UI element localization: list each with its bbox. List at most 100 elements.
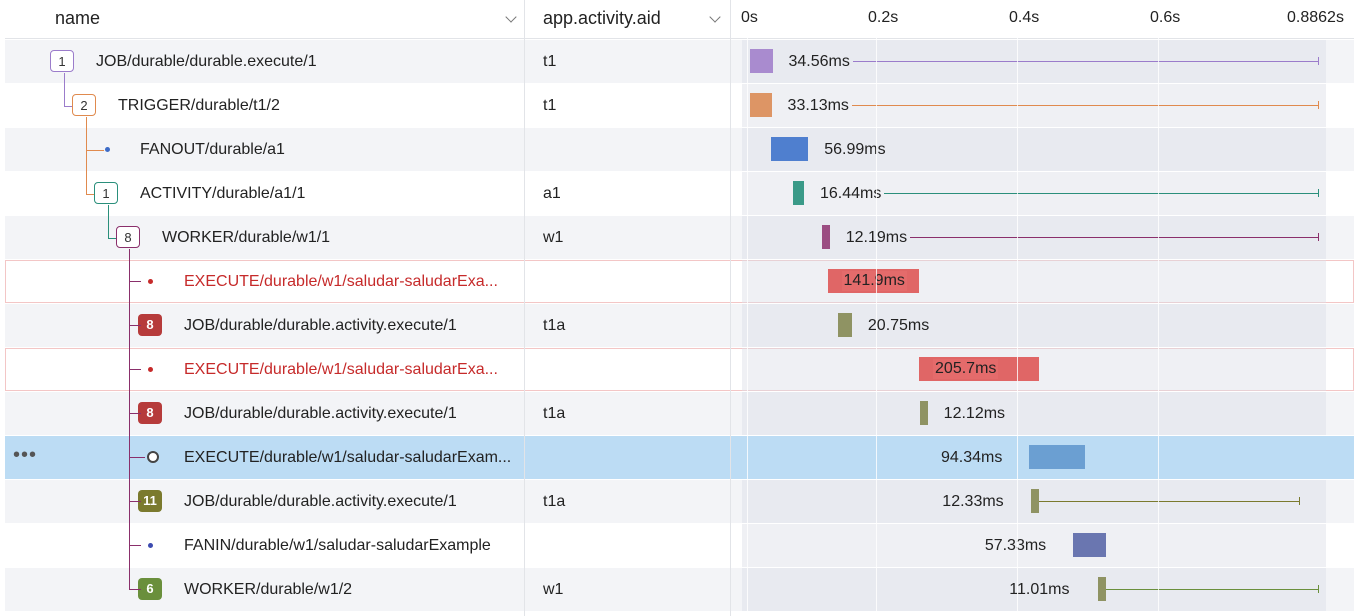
table-row[interactable]: FANOUT/durable/a1 56.99ms — [5, 128, 1354, 171]
timeline-band — [742, 524, 1326, 567]
table-row[interactable]: EXECUTE/durable/w1/saludar-saludarExam..… — [5, 436, 1354, 479]
span-name[interactable]: JOB/durable/durable.activity.execute/1 — [184, 405, 457, 422]
tree-connector-line — [129, 249, 130, 589]
table-row[interactable]: 6 WORKER/durable/w1/2 w1 11.01ms — [5, 568, 1354, 611]
span-dot-icon — [148, 367, 153, 372]
chevron-down-icon[interactable] — [505, 11, 517, 23]
span-extent-line — [884, 193, 1318, 194]
span-duration-bar[interactable] — [838, 313, 852, 337]
span-count-badge[interactable]: 1 — [94, 182, 118, 204]
table-row[interactable]: 1 JOB/durable/durable.execute/1 t1 34.56ms — [5, 40, 1354, 83]
table-row[interactable]: 8 JOB/durable/durable.activity.execute/1 t… — [5, 304, 1354, 347]
span-duration-label: 205.7ms — [933, 359, 999, 379]
span-extent-line — [852, 61, 1318, 62]
table-row[interactable]: 11 JOB/durable/durable.activity.execute/1… — [5, 480, 1354, 523]
activity-aid-cell: w1 — [543, 229, 564, 246]
span-name[interactable]: EXECUTE/durable/w1/saludar-saludarExa... — [184, 273, 498, 290]
table-row[interactable]: 8 JOB/durable/durable.activity.execute/1 t… — [5, 392, 1354, 435]
table-row[interactable]: 1 ACTIVITY/durable/a1/1 a1 16.44ms — [5, 172, 1354, 215]
span-duration-bar[interactable] — [821, 225, 830, 249]
span-count-badge[interactable]: 6 — [138, 578, 162, 600]
timeline-band — [742, 392, 1326, 435]
span-count-badge[interactable]: 8 — [138, 314, 162, 336]
span-name[interactable]: FANIN/durable/w1/saludar-saludarExample — [184, 537, 491, 554]
table-row[interactable]: FANIN/durable/w1/saludar-saludarExample 5… — [5, 524, 1354, 567]
column-divider[interactable] — [524, 0, 525, 616]
span-name[interactable]: JOB/durable/durable.execute/1 — [96, 53, 317, 70]
span-duration-bar[interactable] — [750, 49, 773, 73]
span-duration-label: 56.99ms — [824, 141, 886, 158]
table-row[interactable]: EXECUTE/durable/w1/saludar-saludarExa...… — [5, 348, 1354, 391]
span-count-badge[interactable]: 2 — [72, 94, 96, 116]
span-name[interactable]: JOB/durable/durable.activity.execute/1 — [184, 317, 457, 334]
span-extent-line — [909, 237, 1318, 238]
span-count-badge[interactable]: 8 — [116, 226, 140, 248]
span-ring-icon — [147, 451, 159, 463]
timeline-band — [742, 128, 1326, 171]
span-duration-bar[interactable] — [919, 401, 928, 425]
span-extent-line — [1038, 501, 1299, 502]
span-count-badge[interactable]: 1 — [50, 50, 74, 72]
table-row[interactable]: 2 TRIGGER/durable/t1/2 t1 33.13ms — [5, 84, 1354, 127]
span-duration-bar[interactable] — [1097, 577, 1106, 601]
span-name[interactable]: WORKER/durable/w1/2 — [184, 581, 353, 598]
tree-connector-line — [86, 117, 87, 194]
tick-label: 0.8862s — [1287, 9, 1344, 26]
aid-column-header[interactable]: app.activity.aid — [525, 0, 730, 39]
tree-connector-line — [129, 325, 141, 326]
tree-connector-line — [108, 238, 116, 239]
activity-aid-cell: a1 — [543, 185, 561, 202]
table-row[interactable]: EXECUTE/durable/w1/saludar-saludarExa...… — [5, 260, 1354, 303]
span-duration-bar[interactable] — [1073, 533, 1107, 557]
span-dot-icon — [148, 279, 153, 284]
timeline-gridline — [747, 38, 748, 616]
tree-connector-line — [64, 106, 72, 107]
span-duration-label: 57.33ms — [984, 537, 1047, 554]
column-divider[interactable] — [730, 0, 731, 616]
span-duration-bar[interactable] — [771, 137, 809, 161]
span-duration-label: 94.34ms — [941, 449, 1003, 466]
tick-label: 0s — [741, 9, 758, 26]
tick-label: 0.4s — [1009, 9, 1040, 26]
span-duration-label: 34.56ms — [788, 53, 850, 70]
name-column-header[interactable]: name — [5, 0, 524, 39]
span-duration-bar[interactable] — [793, 181, 804, 205]
span-extent-cap — [1318, 233, 1319, 241]
timeline-band — [742, 304, 1326, 347]
activity-aid-cell: t1 — [543, 97, 557, 114]
span-name[interactable]: EXECUTE/durable/w1/saludar-saludarExa... — [184, 361, 498, 378]
span-name[interactable]: ACTIVITY/durable/a1/1 — [140, 185, 306, 202]
activity-aid-cell: t1a — [543, 493, 566, 510]
more-options-icon[interactable]: ••• — [13, 444, 38, 466]
span-duration-label: 12.33ms — [942, 493, 1004, 510]
activity-aid-cell: t1a — [543, 405, 566, 422]
tree-connector-line — [86, 194, 94, 195]
span-name[interactable]: FANOUT/durable/a1 — [140, 141, 285, 158]
span-extent-cap — [1318, 57, 1319, 65]
span-dot-icon — [148, 543, 153, 548]
span-duration-bar[interactable] — [1030, 489, 1039, 513]
tick-label: 0.2s — [868, 9, 899, 26]
timeline-gridline — [1158, 38, 1159, 616]
tree-connector-line — [129, 545, 141, 546]
aid-header-label: app.activity.aid — [543, 8, 661, 28]
span-duration-label: 33.13ms — [787, 97, 849, 114]
span-name[interactable]: EXECUTE/durable/w1/saludar-saludarExam..… — [184, 449, 512, 466]
span-name[interactable]: JOB/durable/durable.activity.execute/1 — [184, 493, 457, 510]
span-count-badge[interactable]: 8 — [138, 402, 162, 424]
chevron-down-icon[interactable] — [709, 11, 721, 23]
span-name[interactable]: TRIGGER/durable/t1/2 — [118, 97, 280, 114]
span-extent-cap — [1318, 585, 1319, 593]
span-duration-bar[interactable] — [750, 93, 772, 117]
activity-aid-cell: t1 — [543, 53, 557, 70]
span-count-badge[interactable]: 11 — [138, 490, 162, 512]
tree-connector-line — [129, 589, 141, 590]
tree-connector-line — [129, 501, 141, 502]
span-duration-label: 12.12ms — [943, 405, 1006, 422]
span-name[interactable]: WORKER/durable/w1/1 — [162, 229, 331, 246]
tree-connector-line — [64, 73, 65, 107]
span-duration-bar[interactable] — [1029, 445, 1086, 469]
timeline-gridline — [1017, 38, 1018, 616]
